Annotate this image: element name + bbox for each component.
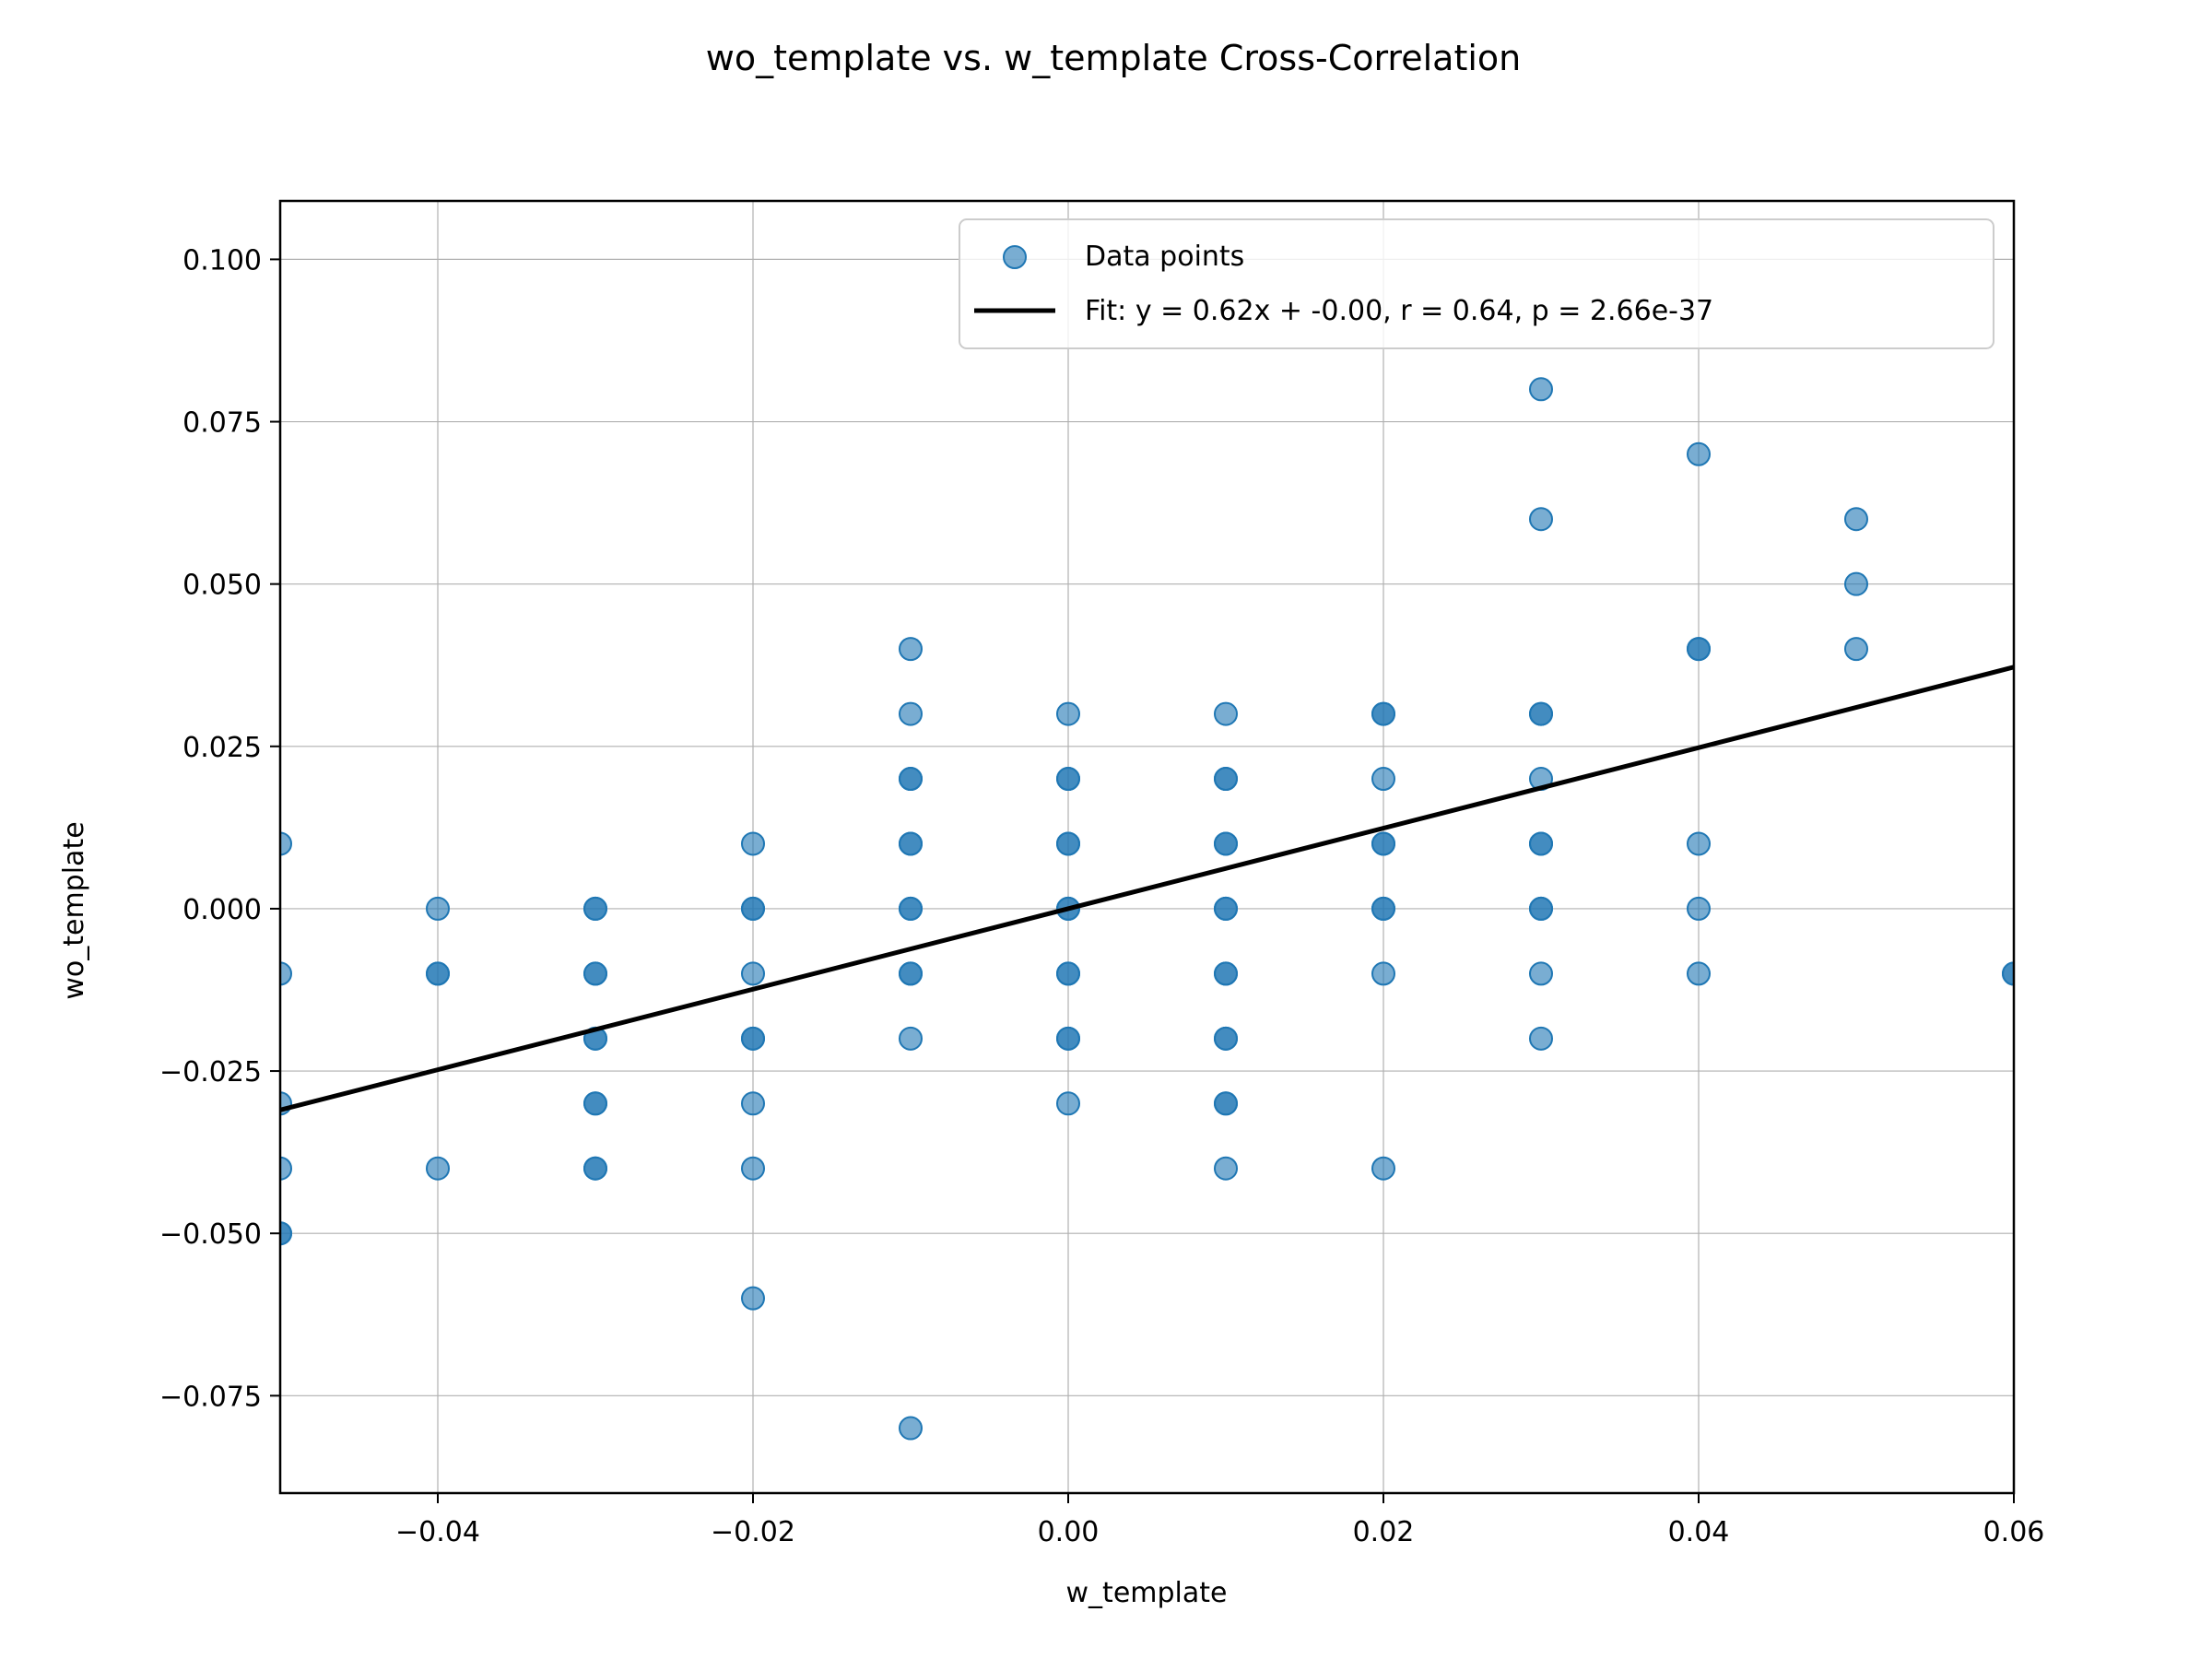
x-tick-label: −0.02 — [711, 1516, 795, 1548]
data-point — [583, 961, 607, 986]
legend: Data points Fit: y = 0.62x + -0.00, r = … — [959, 218, 1994, 349]
x-tick-label: −0.04 — [395, 1516, 480, 1548]
data-point — [280, 831, 292, 856]
data-point — [1529, 1026, 1553, 1051]
fit-line — [280, 665, 2014, 1112]
data-point — [1056, 961, 1080, 986]
data-point — [1371, 896, 1395, 921]
y-tick-label: 0.050 — [182, 570, 262, 602]
data-point — [1529, 961, 1553, 986]
data-point — [1529, 831, 1553, 856]
data-point — [1214, 896, 1238, 921]
data-point — [1371, 767, 1395, 792]
x-axis-label: w_template — [1066, 1577, 1228, 1609]
data-point — [280, 1221, 292, 1246]
data-point — [583, 1091, 607, 1116]
data-point — [1687, 961, 1711, 986]
data-point — [741, 961, 765, 986]
data-point — [899, 831, 923, 856]
data-point — [741, 1091, 765, 1116]
x-tick-label: 0.04 — [1668, 1516, 1730, 1548]
x-axis-ticks: −0.04 −0.02 0.00 0.02 0.04 0.06 — [395, 1493, 2044, 1548]
data-point — [1214, 1026, 1238, 1051]
data-point — [1056, 1091, 1080, 1116]
legend-box — [959, 218, 1994, 349]
fit-line-layer — [280, 665, 2014, 1112]
data-point — [1214, 1156, 1238, 1181]
data-point — [1214, 701, 1238, 726]
data-point — [741, 1156, 765, 1181]
data-point — [1687, 637, 1711, 662]
data-point — [583, 1156, 607, 1181]
data-point — [426, 1156, 450, 1181]
data-point — [1056, 1026, 1080, 1051]
data-point — [899, 1026, 923, 1051]
data-point — [899, 767, 923, 792]
scatter-points — [280, 377, 2014, 1441]
data-point — [1529, 377, 1553, 402]
data-point — [1844, 507, 1868, 532]
data-point — [1371, 961, 1395, 986]
data-point — [899, 896, 923, 921]
data-point — [1214, 767, 1238, 792]
x-tick-label: 0.02 — [1353, 1516, 1415, 1548]
data-point — [583, 896, 607, 921]
y-tick-label: 0.025 — [182, 732, 262, 764]
y-tick-label: 0.075 — [182, 407, 262, 440]
data-point — [1687, 896, 1711, 921]
data-point — [1529, 507, 1553, 532]
legend-label-data-points: Data points — [1085, 241, 1244, 273]
data-point — [1056, 831, 1080, 856]
data-point — [280, 1156, 292, 1181]
x-tick-label: 0.00 — [1038, 1516, 1100, 1548]
data-point — [1687, 441, 1711, 466]
data-point — [1529, 701, 1553, 726]
chart-title: wo_template vs. w_template Cross-Correla… — [706, 38, 1522, 78]
data-point — [741, 1026, 765, 1051]
data-point — [741, 831, 765, 856]
y-tick-label: 0.100 — [182, 244, 262, 276]
data-point — [1214, 961, 1238, 986]
data-point — [1056, 767, 1080, 792]
y-axis-label: wo_template — [58, 821, 90, 999]
y-tick-label: −0.075 — [159, 1381, 262, 1413]
data-point — [1371, 831, 1395, 856]
data-point — [426, 961, 450, 986]
y-tick-label: −0.025 — [159, 1056, 262, 1088]
data-point — [1214, 831, 1238, 856]
data-point — [1844, 571, 1868, 596]
data-point — [899, 961, 923, 986]
data-point — [2002, 961, 2014, 986]
data-point — [1687, 831, 1711, 856]
data-point — [1371, 1156, 1395, 1181]
data-point — [741, 896, 765, 921]
data-point — [426, 896, 450, 921]
y-tick-label: −0.050 — [159, 1218, 262, 1251]
data-point — [1844, 637, 1868, 662]
data-point — [1214, 1091, 1238, 1116]
legend-scatter-marker — [1003, 245, 1027, 269]
data-point — [1056, 701, 1080, 726]
data-point — [899, 1416, 923, 1441]
data-point — [899, 637, 923, 662]
data-point — [1371, 701, 1395, 726]
data-point — [899, 701, 923, 726]
y-tick-label: 0.000 — [182, 894, 262, 926]
plot-frame — [278, 199, 2016, 1495]
data-point — [280, 961, 292, 986]
data-point — [741, 1286, 765, 1311]
legend-label-fit: Fit: y = 0.62x + -0.00, r = 0.64, p = 2.… — [1085, 295, 1713, 327]
y-axis-ticks: 0.100 0.075 0.050 0.025 0.000 −0.025 −0.050 −0.… — [159, 244, 280, 1413]
data-point — [1529, 896, 1553, 921]
x-tick-label: 0.06 — [1983, 1516, 2045, 1548]
